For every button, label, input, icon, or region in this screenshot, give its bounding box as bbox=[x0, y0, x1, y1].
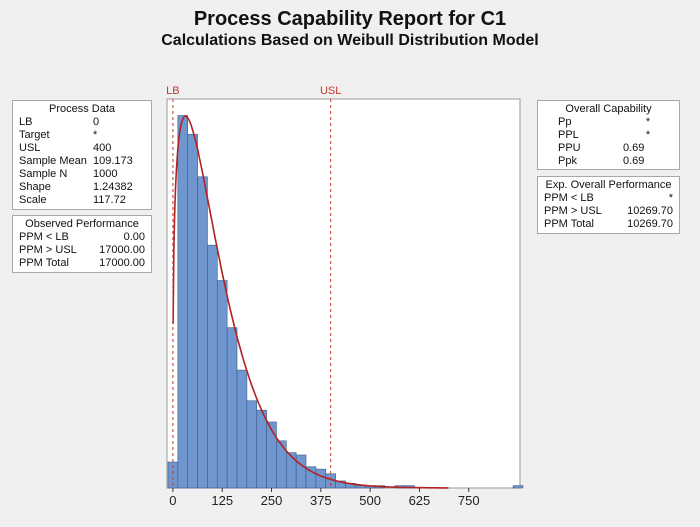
observed-performance-row: PPM Total 17000.00 bbox=[19, 257, 145, 270]
row-label: LB bbox=[19, 116, 33, 128]
row-value: 0.69 bbox=[623, 155, 645, 167]
row-value: 109.173 bbox=[93, 155, 133, 167]
x-tick-label: 750 bbox=[458, 493, 480, 508]
row-label: USL bbox=[19, 142, 41, 154]
row-value: 1000 bbox=[93, 168, 118, 180]
histogram-bar bbox=[216, 280, 228, 489]
row-value: 0 bbox=[93, 116, 100, 128]
x-tick-label: 250 bbox=[261, 493, 283, 508]
histogram-bar bbox=[236, 369, 248, 489]
observed-performance-row: PPM > USL 17000.00 bbox=[19, 244, 145, 257]
overall-capability-row: Pp * bbox=[544, 116, 673, 129]
overall-capability-title: Overall Capability bbox=[565, 103, 652, 115]
overall-capability-row: PPU 0.69 bbox=[544, 142, 673, 155]
row-value: 400 bbox=[93, 142, 112, 154]
chart-title: Process Capability Report for C1 bbox=[193, 8, 507, 30]
row-label: Pp bbox=[558, 116, 572, 128]
row-label: PPM < LB bbox=[19, 231, 69, 243]
reference-label-usl: USL bbox=[320, 85, 341, 97]
row-value: * bbox=[93, 129, 98, 141]
chart-subtitle: Calculations Based on Weibull Distributi… bbox=[161, 32, 539, 49]
row-label: PPU bbox=[558, 142, 581, 154]
expected-performance-panel: Exp. Overall Performance PPM < LB * PPM >… bbox=[537, 176, 680, 234]
row-value: * bbox=[668, 192, 673, 204]
row-label: Sample Mean bbox=[19, 155, 87, 167]
observed-performance-panel: Observed Performance PPM < LB 0.00 PPM > … bbox=[12, 215, 152, 273]
process-data-row: Target * bbox=[19, 129, 145, 142]
expected-performance-row: PPM > USL 10269.70 bbox=[544, 205, 673, 218]
row-value: 117.72 bbox=[93, 194, 126, 206]
row-value: 17000.00 bbox=[99, 257, 145, 269]
row-label: Ppk bbox=[558, 155, 577, 167]
histogram-bar bbox=[512, 485, 524, 489]
overall-capability-row: Ppk 0.69 bbox=[544, 155, 673, 168]
x-tick-label: 375 bbox=[310, 493, 332, 508]
histogram-bar bbox=[177, 115, 189, 489]
x-tick-label: 500 bbox=[359, 493, 381, 508]
histogram-bar bbox=[286, 452, 297, 489]
reference-lines: LB USL bbox=[166, 85, 341, 488]
histogram-bar bbox=[246, 400, 258, 489]
x-tick-label: 625 bbox=[409, 493, 431, 508]
histogram-bar bbox=[187, 134, 198, 489]
row-value: * bbox=[645, 129, 651, 141]
row-value: 17000.00 bbox=[99, 244, 145, 256]
process-data-row: Shape 1.24382 bbox=[19, 181, 145, 194]
histogram-bar bbox=[256, 409, 267, 489]
weibull-fit-curve bbox=[172, 115, 449, 489]
process-data-row: USL 400 bbox=[19, 142, 145, 155]
row-value: 10269.70 bbox=[627, 205, 673, 217]
process-data-row: Sample Mean 109.173 bbox=[19, 155, 145, 168]
x-tick-label: 0 bbox=[169, 493, 176, 508]
row-label: Sample N bbox=[19, 168, 68, 180]
histogram-bar bbox=[266, 421, 277, 489]
row-label: PPM Total bbox=[19, 257, 69, 269]
row-label: Shape bbox=[19, 181, 51, 193]
histogram-bar bbox=[197, 176, 208, 489]
overall-capability-panel: Overall Capability Pp * PPL * PPU 0.69 Ppk 0… bbox=[537, 100, 680, 170]
row-value: 1.24382 bbox=[93, 181, 133, 193]
row-label: Scale bbox=[19, 194, 47, 206]
reference-label-lb: LB bbox=[166, 85, 179, 97]
process-data-title: Process Data bbox=[48, 103, 116, 115]
histogram-bar bbox=[295, 454, 307, 489]
x-axis: 0 125 250 375 500 625 750 bbox=[169, 488, 480, 508]
observed-performance-row: PPM < LB 0.00 bbox=[19, 231, 145, 244]
row-value: 0.69 bbox=[623, 142, 645, 154]
row-label: PPM > USL bbox=[544, 205, 602, 217]
expected-performance-title: Exp. Overall Performance bbox=[545, 179, 672, 191]
row-value: 0.00 bbox=[123, 231, 145, 243]
expected-performance-row: PPM Total 10269.70 bbox=[544, 218, 673, 231]
row-label: PPL bbox=[558, 129, 579, 141]
process-data-row: Scale 117.72 bbox=[19, 194, 145, 207]
overall-capability-row: PPL * bbox=[544, 129, 673, 142]
row-label: PPM Total bbox=[544, 218, 594, 230]
row-label: PPM < LB bbox=[544, 192, 594, 204]
histogram-bar bbox=[315, 468, 327, 489]
row-value: * bbox=[645, 116, 651, 128]
row-value: 10269.70 bbox=[627, 218, 673, 230]
x-tick-label: 125 bbox=[211, 493, 233, 508]
row-label: PPM > USL bbox=[19, 244, 77, 256]
histogram-bar bbox=[207, 244, 218, 489]
expected-performance-row: PPM < LB * bbox=[544, 192, 673, 205]
process-data-panel: Process Data LB 0 Target * USL 400 Sample M… bbox=[12, 100, 152, 210]
histogram-bars bbox=[167, 115, 524, 489]
process-data-row: LB 0 bbox=[19, 116, 145, 129]
observed-performance-title: Observed Performance bbox=[25, 218, 139, 230]
histogram-bar bbox=[226, 327, 238, 489]
process-data-row: Sample N 1000 bbox=[19, 168, 145, 181]
row-label: Target bbox=[19, 129, 50, 141]
